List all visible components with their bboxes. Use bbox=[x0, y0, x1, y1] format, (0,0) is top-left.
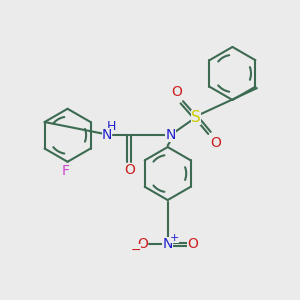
Text: −: − bbox=[131, 244, 141, 257]
Text: O: O bbox=[210, 136, 221, 150]
Text: N: N bbox=[163, 237, 173, 251]
Text: F: F bbox=[62, 164, 70, 178]
Text: +: + bbox=[169, 233, 179, 243]
Text: O: O bbox=[171, 85, 182, 99]
Text: O: O bbox=[124, 163, 135, 177]
Text: O: O bbox=[187, 237, 198, 251]
Text: O: O bbox=[137, 237, 148, 251]
Text: N: N bbox=[165, 128, 176, 142]
Text: N: N bbox=[102, 128, 112, 142]
Text: H: H bbox=[107, 120, 116, 133]
Text: S: S bbox=[191, 110, 200, 125]
